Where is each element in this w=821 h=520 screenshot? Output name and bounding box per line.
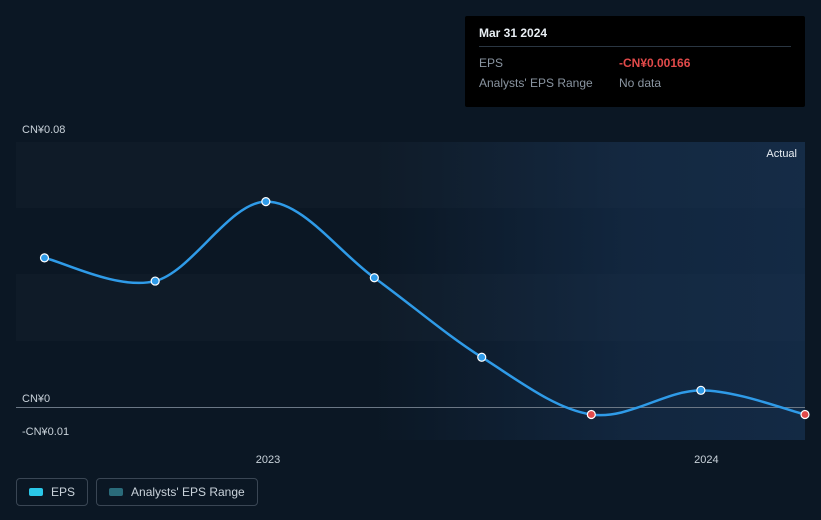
y-tick-label: CN¥0.08 — [22, 124, 65, 136]
eps-point[interactable] — [40, 254, 48, 262]
x-tick-label: 2024 — [694, 454, 718, 466]
eps-point[interactable] — [370, 274, 378, 282]
eps-point[interactable] — [262, 198, 270, 206]
legend: EPS Analysts' EPS Range — [16, 478, 258, 506]
eps-point[interactable] — [697, 386, 705, 394]
tooltip-date: Mar 31 2024 — [479, 26, 791, 47]
legend-swatch — [29, 488, 43, 496]
eps-point[interactable] — [151, 277, 159, 285]
chart-svg — [16, 142, 805, 440]
tooltip-panel: Mar 31 2024 EPS -CN¥0.00166 Analysts' EP… — [465, 16, 805, 107]
tooltip-row-analysts: Analysts' EPS Range No data — [479, 73, 791, 93]
eps-line — [44, 202, 805, 416]
x-tick-label: 2023 — [256, 454, 280, 466]
eps-point[interactable] — [587, 411, 595, 419]
tooltip-row-label: EPS — [479, 56, 619, 70]
plot-area: Actual — [16, 142, 805, 440]
tooltip-row-value: No data — [619, 76, 661, 90]
chart-container: Mar 31 2024 EPS -CN¥0.00166 Analysts' EP… — [0, 0, 821, 520]
eps-point[interactable] — [478, 353, 486, 361]
legend-label: EPS — [51, 485, 75, 499]
eps-point[interactable] — [801, 411, 809, 419]
tooltip-row-eps: EPS -CN¥0.00166 — [479, 53, 791, 73]
legend-label: Analysts' EPS Range — [131, 485, 245, 499]
legend-swatch — [109, 488, 123, 496]
legend-item-analysts-range[interactable]: Analysts' EPS Range — [96, 478, 258, 506]
tooltip-row-label: Analysts' EPS Range — [479, 76, 619, 90]
legend-item-eps[interactable]: EPS — [16, 478, 88, 506]
tooltip-row-value: -CN¥0.00166 — [619, 56, 690, 70]
